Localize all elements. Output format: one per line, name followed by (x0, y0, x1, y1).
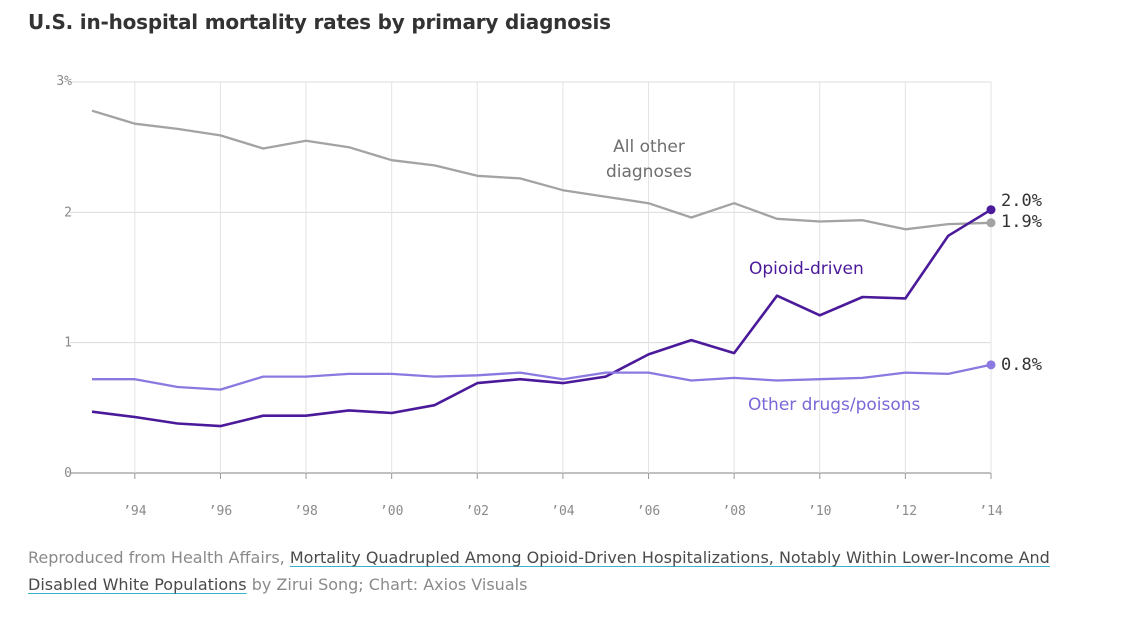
x-tick-label: ’02 (466, 504, 489, 519)
x-tick-label: ’94 (123, 504, 147, 519)
x-tick-label: ’98 (294, 504, 317, 519)
series-lines (91, 109, 996, 428)
x-tick-label: ’00 (380, 504, 403, 519)
gridlines (70, 81, 992, 479)
series-label-all-other-diagnoses: diagnoses (606, 162, 692, 182)
series-label-other-drugs-poisons: Other drugs/poisons (748, 395, 921, 415)
x-tick-label: ’14 (979, 504, 1003, 519)
series-line-opioid-driven (91, 208, 992, 428)
x-tick-label: ’08 (722, 504, 745, 519)
x-tick-label: ’96 (209, 504, 232, 519)
end-value-label-other-drugs-poisons: 0.8% (1001, 355, 1042, 375)
source-note: Reproduced from Health Affairs, Mortalit… (28, 544, 1108, 598)
series-labels: 1.9%2.0% 0.8% All other diagnoses Opioid-dri… (606, 137, 1042, 415)
chart-title: U.S. in-hospital mortality rates by prim… (28, 10, 611, 34)
y-tick-label: 3% (56, 74, 72, 89)
x-tick-label: ’04 (551, 504, 575, 519)
x-axis-ticks: ’94 ’96 ’98 ’00 ’02 ’04 ’06 ’08 ’10 ’12 ’14 (123, 504, 1003, 519)
source-prefix: Reproduced from Health Affairs, (28, 548, 290, 567)
y-tick-label: 2 (64, 205, 72, 220)
y-axis-ticks: 0 1 2 3% (56, 74, 72, 481)
x-tick-label: ’12 (894, 504, 917, 519)
endpoint-dot-opioid-driven (986, 205, 996, 215)
x-tick-label: ’06 (637, 504, 660, 519)
series-line-all-other-diagnoses (91, 109, 992, 231)
end-value-label-all-other-diagnoses: 1.9% (1001, 212, 1042, 232)
series-label-all-other-diagnoses: All other (613, 137, 685, 157)
y-tick-label: 0 (64, 466, 72, 481)
source-article-link[interactable]: Mortality Quadrupled Among Opioid-Driven… (28, 548, 1050, 594)
y-tick-label: 1 (64, 336, 72, 351)
source-suffix: by Zirui Song; Chart: Axios Visuals (246, 575, 528, 594)
endpoint-dot-all-other-diagnoses (986, 218, 996, 228)
series-label-opioid-driven: Opioid-driven (749, 259, 864, 279)
end-value-label-opioid-driven: 2.0% (1001, 191, 1042, 211)
series-line-other-drugs-poisons (92, 363, 992, 391)
endpoint-dot-other-drugs-poisons (986, 360, 996, 370)
x-tick-label: ’10 (808, 504, 831, 519)
